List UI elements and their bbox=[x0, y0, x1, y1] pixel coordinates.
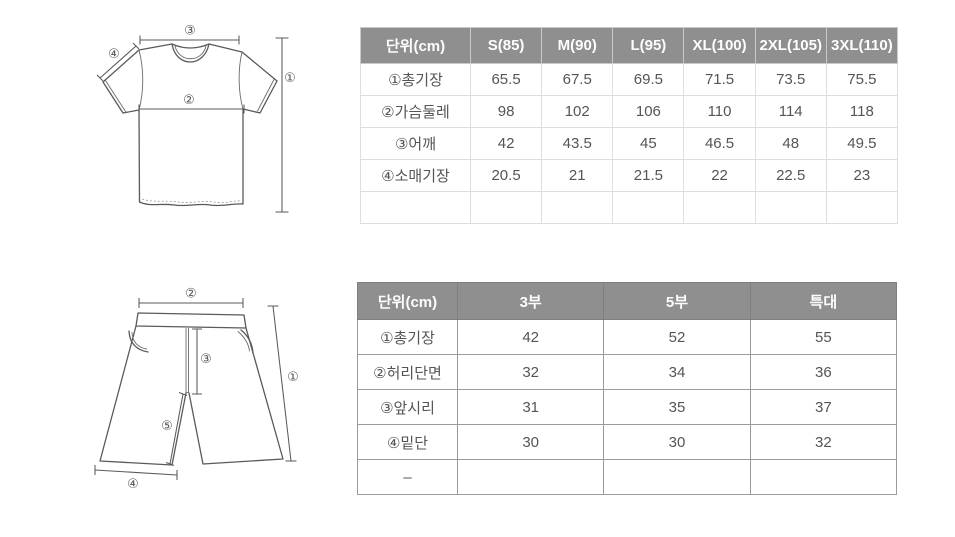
table-row bbox=[360, 191, 899, 224]
table-row: ③앞시리 31 35 37 bbox=[357, 389, 898, 425]
tshirt-dim-label-2: ② bbox=[183, 93, 195, 108]
tshirt-dimension-lines: ③ ② ① ④ bbox=[96, 23, 298, 213]
row-label: – bbox=[357, 459, 458, 495]
column-header-xl: XL(100) bbox=[683, 27, 756, 64]
column-header-l: L(95) bbox=[612, 27, 685, 64]
size-value: 75.5 bbox=[825, 63, 899, 96]
row-label: ④밑단 bbox=[357, 424, 458, 460]
shorts-dim-label-1: ① bbox=[287, 370, 299, 385]
shorts-dim-label-5: ⑤ bbox=[161, 419, 173, 434]
size-value: 23 bbox=[825, 159, 899, 192]
size-value: 32 bbox=[456, 354, 605, 390]
tshirt-outline bbox=[102, 43, 278, 207]
size-value: 65.5 bbox=[469, 63, 543, 96]
table-row: ①총기장 65.5 67.5 69.5 71.5 73.5 75.5 bbox=[360, 63, 899, 96]
size-value: 69.5 bbox=[612, 63, 685, 96]
row-label: ④소매기장 bbox=[360, 159, 471, 192]
row-label: ③앞시리 bbox=[357, 389, 458, 425]
column-header-3xl: 3XL(110) bbox=[825, 27, 899, 64]
size-value: 42 bbox=[456, 319, 605, 355]
size-value bbox=[612, 191, 685, 224]
tshirt-dim-label-4: ④ bbox=[108, 47, 120, 62]
size-value: 21.5 bbox=[612, 159, 685, 192]
table-row: ②가슴둘레 98 102 106 110 114 118 bbox=[360, 95, 899, 128]
tshirt-dim-label-1: ① bbox=[284, 71, 296, 86]
column-header-unit: 단위(cm) bbox=[357, 282, 458, 320]
size-value bbox=[825, 191, 899, 224]
tshirt-diagram: ③ ② ① ④ bbox=[96, 23, 298, 213]
table-header-row: 단위(cm) S(85) M(90) L(95) XL(100) 2XL(105… bbox=[360, 27, 899, 64]
size-value: 43.5 bbox=[541, 127, 614, 160]
size-value: 42 bbox=[469, 127, 543, 160]
column-header-special: 특대 bbox=[749, 282, 898, 320]
column-header-5bu: 5부 bbox=[603, 282, 751, 320]
size-value bbox=[456, 459, 605, 495]
size-value: 46.5 bbox=[683, 127, 756, 160]
tshirt-size-table: 단위(cm) S(85) M(90) L(95) XL(100) 2XL(105… bbox=[360, 27, 899, 224]
shorts-dim-label-3: ③ bbox=[200, 352, 212, 367]
size-value: 98 bbox=[469, 95, 543, 128]
row-label: ②가슴둘레 bbox=[360, 95, 471, 128]
size-value: 48 bbox=[754, 127, 827, 160]
size-value: 36 bbox=[749, 354, 898, 390]
size-value bbox=[603, 459, 751, 495]
size-value: 20.5 bbox=[469, 159, 543, 192]
table-row: ①총기장 42 52 55 bbox=[357, 319, 898, 355]
size-value: 45 bbox=[612, 127, 685, 160]
row-label: ③어깨 bbox=[360, 127, 471, 160]
shorts-dim-label-2: ② bbox=[185, 287, 197, 302]
shorts-size-table: 단위(cm) 3부 5부 특대 ①총기장 42 52 55 ②허리단면 32 3… bbox=[357, 282, 898, 495]
size-value: 110 bbox=[683, 95, 756, 128]
table-row: ②허리단면 32 34 36 bbox=[357, 354, 898, 390]
table-row: ④밑단 30 30 32 bbox=[357, 424, 898, 460]
row-label bbox=[360, 191, 471, 224]
size-value bbox=[469, 191, 543, 224]
size-value: 30 bbox=[603, 424, 751, 460]
column-header-2xl: 2XL(105) bbox=[754, 27, 827, 64]
size-value: 102 bbox=[541, 95, 614, 128]
size-value: 67.5 bbox=[541, 63, 614, 96]
size-value: 31 bbox=[456, 389, 605, 425]
size-value: 73.5 bbox=[754, 63, 827, 96]
size-value: 22.5 bbox=[754, 159, 827, 192]
size-value: 49.5 bbox=[825, 127, 899, 160]
size-value: 71.5 bbox=[683, 63, 756, 96]
size-value: 35 bbox=[603, 389, 751, 425]
size-value: 34 bbox=[603, 354, 751, 390]
row-label: ②허리단면 bbox=[357, 354, 458, 390]
size-value bbox=[683, 191, 756, 224]
row-label: ①총기장 bbox=[360, 63, 471, 96]
shorts-dim-label-4: ④ bbox=[127, 477, 139, 492]
size-value: 118 bbox=[825, 95, 899, 128]
tshirt-dim-label-3: ③ bbox=[184, 24, 196, 39]
size-value bbox=[541, 191, 614, 224]
size-value bbox=[749, 459, 898, 495]
column-header-3bu: 3부 bbox=[456, 282, 605, 320]
table-header-row: 단위(cm) 3부 5부 특대 bbox=[357, 282, 898, 320]
table-row: ④소매기장 20.5 21 21.5 22 22.5 23 bbox=[360, 159, 899, 192]
size-value: 37 bbox=[749, 389, 898, 425]
table-row: ③어깨 42 43.5 45 46.5 48 49.5 bbox=[360, 127, 899, 160]
shorts-diagram: ② ③ ① ⑤ ④ bbox=[94, 286, 301, 492]
shorts-dimension-lines: ② ③ ① ⑤ ④ bbox=[94, 286, 301, 492]
column-header-unit: 단위(cm) bbox=[360, 27, 471, 64]
size-value: 21 bbox=[541, 159, 614, 192]
row-label: ①총기장 bbox=[357, 319, 458, 355]
table-row: – bbox=[357, 459, 898, 495]
size-value: 30 bbox=[456, 424, 605, 460]
column-header-s: S(85) bbox=[469, 27, 543, 64]
size-value: 52 bbox=[603, 319, 751, 355]
size-value: 114 bbox=[754, 95, 827, 128]
shorts-outline bbox=[99, 312, 284, 466]
column-header-m: M(90) bbox=[541, 27, 614, 64]
size-value: 55 bbox=[749, 319, 898, 355]
size-value: 22 bbox=[683, 159, 756, 192]
size-value bbox=[754, 191, 827, 224]
size-value: 32 bbox=[749, 424, 898, 460]
size-value: 106 bbox=[612, 95, 685, 128]
